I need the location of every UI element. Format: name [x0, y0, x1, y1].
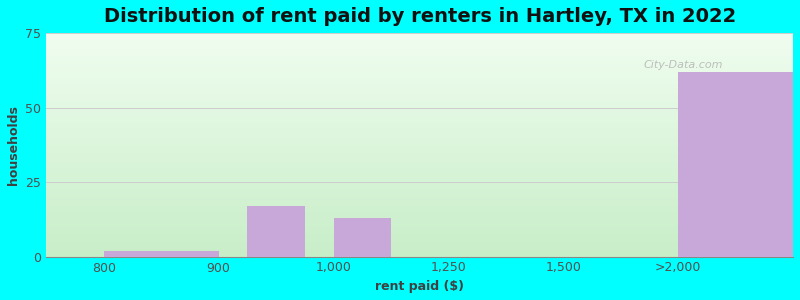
- Title: Distribution of rent paid by renters in Hartley, TX in 2022: Distribution of rent paid by renters in …: [103, 7, 736, 26]
- X-axis label: rent paid ($): rent paid ($): [375, 280, 464, 293]
- Bar: [104, 251, 218, 256]
- Bar: [334, 218, 391, 256]
- Text: City-Data.com: City-Data.com: [644, 60, 723, 70]
- Bar: [678, 72, 793, 256]
- Bar: [247, 206, 305, 256]
- Y-axis label: households: households: [7, 105, 20, 185]
